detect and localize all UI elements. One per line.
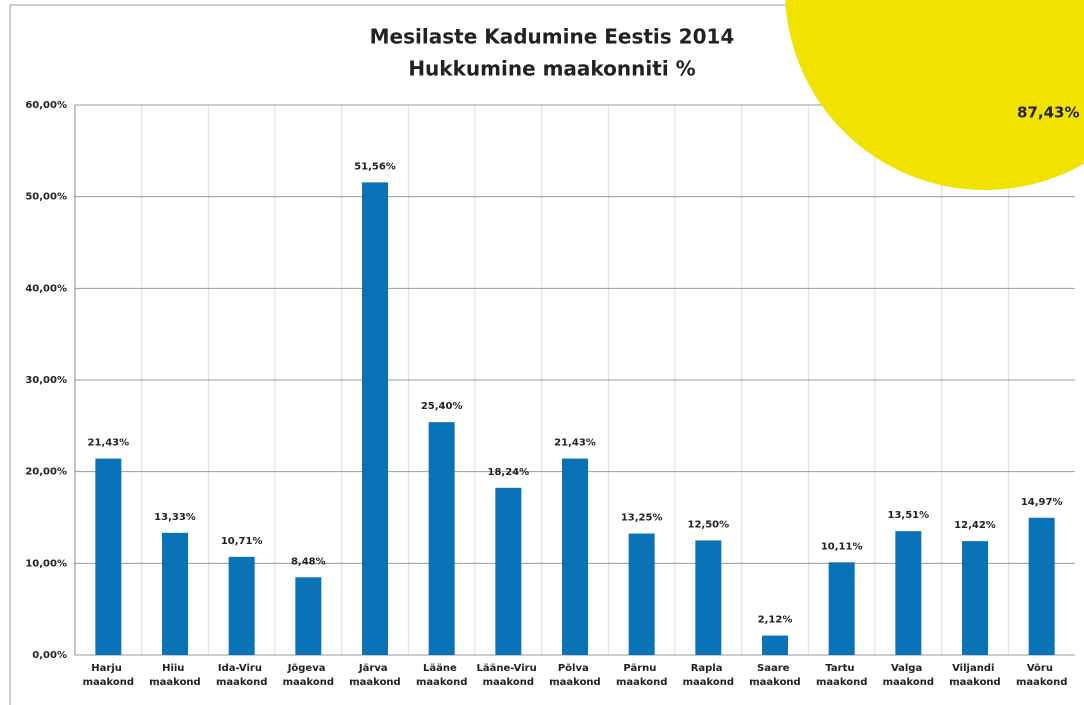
x-tick-label-line: Lääne: [423, 663, 460, 674]
bar: [562, 458, 588, 655]
data-label: 2,12%: [758, 615, 793, 626]
x-tick-label-line: Saare: [757, 663, 793, 674]
bar: [362, 182, 388, 655]
bar: [762, 635, 788, 655]
bar: [495, 487, 522, 655]
y-tick-label: 0,00%: [32, 650, 67, 661]
x-tick-label-line: Lääne-Viru: [476, 663, 540, 674]
data-label: 8,48%: [291, 556, 326, 567]
x-tick-label-line: maakond: [949, 677, 1000, 688]
x-tick-label: Saare maakond: [749, 663, 800, 688]
y-tick-label: 10,00%: [25, 558, 67, 569]
data-label: 13,33%: [154, 512, 196, 523]
x-tick-label: Lääne-Viru maakond: [476, 663, 540, 688]
x-tick-label-line: maakond: [616, 677, 667, 688]
x-tick-label-line: Võru: [1027, 663, 1057, 674]
x-tick-label-line: maakond: [416, 677, 467, 688]
x-tick-label: Harju maakond: [83, 663, 134, 688]
x-tick-label: Pärnu maakond: [616, 663, 667, 688]
x-tick-label-line: maakond: [149, 677, 200, 688]
x-tick-label: Tartu maakond: [816, 663, 867, 688]
x-tick-label-line: maakond: [283, 677, 334, 688]
bar: [428, 422, 455, 655]
y-tick-label: 60,00%: [25, 100, 67, 111]
highlight-circle: [785, 0, 1084, 190]
data-label: 10,71%: [221, 536, 263, 547]
bar: [695, 540, 722, 655]
data-label: 25,40%: [421, 401, 463, 412]
x-tick-label: Võru maakond: [1016, 663, 1067, 688]
x-tick-label-line: Valga: [891, 663, 926, 674]
chart-title: Mesilaste Kadumine Eestis 2014: [370, 25, 735, 49]
x-tick-label-line: maakond: [349, 677, 400, 688]
x-tick-label-line: maakond: [483, 677, 534, 688]
bar: [895, 531, 922, 655]
data-label: 12,42%: [954, 520, 996, 531]
x-tick-label: Hiiu maakond: [149, 663, 200, 688]
bar: [162, 532, 188, 655]
x-tick-label-line: Tartu: [825, 663, 858, 674]
x-tick-label: Põlva maakond: [549, 663, 600, 688]
y-tick-label: 20,00%: [25, 467, 67, 478]
x-tick-label-line: Jõgeva: [287, 663, 329, 674]
x-tick-label: Järva maakond: [349, 663, 400, 688]
x-tick-label-line: maakond: [1016, 677, 1067, 688]
data-label: 21,43%: [88, 438, 130, 449]
bar: [1028, 517, 1055, 655]
data-label: 13,25%: [621, 513, 663, 524]
y-tick-label: 50,00%: [25, 192, 67, 203]
bar: [628, 533, 655, 655]
x-tick-label-line: maakond: [749, 677, 800, 688]
data-label: 14,97%: [1021, 497, 1063, 508]
x-tick-label-line: maakond: [683, 677, 734, 688]
x-tick-label-line: maakond: [883, 677, 934, 688]
data-label: 10,11%: [821, 541, 863, 552]
x-tick-label: Valga maakond: [883, 663, 934, 688]
x-tick-label: Jõgeva maakond: [283, 663, 334, 688]
x-tick-label-line: Rapla: [691, 663, 726, 674]
x-tick-label-line: Ida-Viru: [218, 663, 266, 674]
data-label: 12,50%: [688, 519, 730, 530]
bar: [228, 556, 255, 655]
x-tick-label: Lääne maakond: [416, 663, 467, 688]
x-tick-label-line: Harju: [91, 663, 125, 674]
y-tick-label: 30,00%: [25, 375, 67, 386]
x-tick-label: Rapla maakond: [683, 663, 734, 688]
bar: [962, 541, 988, 655]
x-tick-label-line: maakond: [816, 677, 867, 688]
bar: [295, 577, 322, 655]
data-label: 21,43%: [554, 438, 596, 449]
x-tick-label-line: maakond: [216, 677, 267, 688]
bar: [95, 458, 122, 655]
y-tick-label: 40,00%: [25, 283, 67, 294]
x-tick-label-line: Pärnu: [623, 663, 659, 674]
x-tick-label-line: Järva: [358, 663, 391, 674]
data-label: 13,51%: [888, 510, 930, 521]
data-label: 51,56%: [354, 161, 396, 172]
annotation: 87,43%: [1017, 104, 1079, 122]
x-tick-label: Ida-Viru maakond: [216, 663, 267, 688]
data-label: 18,24%: [488, 467, 530, 478]
x-tick-label-line: Viljandi: [952, 663, 998, 674]
chart-subtitle: Hukkumine maakonniti %: [408, 57, 695, 81]
x-tick-label-line: maakond: [549, 677, 600, 688]
bar: [828, 562, 855, 655]
x-tick-label-line: Põlva: [558, 663, 592, 674]
x-tick-label-line: maakond: [83, 677, 134, 688]
x-tick-label-line: Hiiu: [162, 663, 188, 674]
x-tick-label: Viljandi maakond: [949, 663, 1000, 688]
